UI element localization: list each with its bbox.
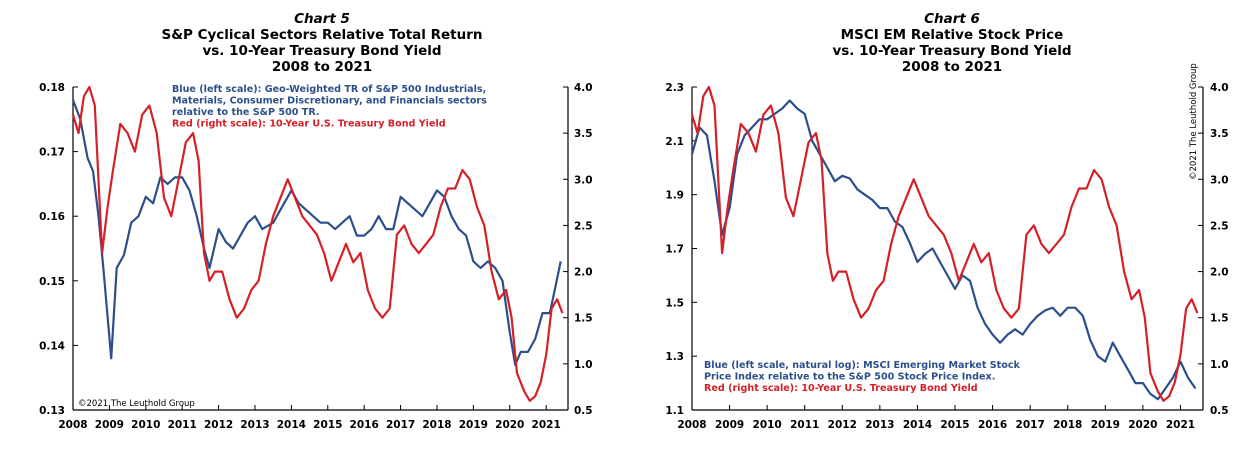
left-tick-label: 0.14	[39, 340, 65, 352]
right-tick-label: 3.5	[574, 128, 593, 140]
x-tick-label: 2013	[865, 419, 894, 431]
x-tick-label: 2009	[95, 419, 124, 431]
chart-title-line: Chart 5	[294, 11, 350, 27]
x-tick-label: 2008	[58, 419, 87, 431]
x-tick-label: 2011	[168, 419, 197, 431]
chart-title-line: S&P Cyclical Sectors Relative Total Retu…	[162, 27, 483, 43]
x-tick-label: 2012	[828, 419, 857, 431]
chart-6-panel: Chart 6 MSCI EM Relative Stock Price vs. 1…	[630, 0, 1260, 461]
x-tick-label: 2011	[790, 419, 819, 431]
legend-annotation-line: Price Index relative to the S&P 500 Stoc…	[704, 372, 995, 383]
x-tick-label: 2010	[131, 419, 160, 431]
right-tick-label: 1.5	[1210, 313, 1229, 325]
right-tick-label: 2.0	[1210, 267, 1229, 279]
left-tick-label: 0.13	[39, 405, 65, 417]
chart-title-line: vs. 10-Year Treasury Bond Yield	[202, 43, 441, 59]
legend-annotation-line: Materials, Consumer Discretionary, and F…	[172, 96, 487, 107]
left-tick-label: 1.3	[665, 351, 684, 363]
x-tick-label: 2019	[459, 419, 488, 431]
red-series-line	[690, 85, 1199, 402]
x-tick-label: 2015	[313, 419, 342, 431]
right-tick-label: 3.0	[1210, 174, 1229, 186]
copyright-label: ©2021 The Leuthold Group	[1189, 63, 1199, 180]
x-tick-label: 2009	[715, 419, 744, 431]
right-tick-label: 4.0	[1210, 82, 1229, 94]
x-tick-label: 2012	[204, 419, 233, 431]
legend-annotation-line: Blue (left scale, natural log): MSCI Eme…	[704, 360, 1021, 371]
x-tick-label: 2008	[677, 419, 706, 431]
left-tick-label: 1.1	[665, 405, 684, 417]
right-tick-label: 1.5	[574, 313, 593, 325]
chart-title-line: 2008 to 2021	[902, 59, 1002, 75]
right-tick-label: 2.0	[574, 267, 593, 279]
x-tick-label: 2016	[350, 419, 379, 431]
blue-series-line	[71, 99, 562, 366]
right-tick-label: 0.5	[1210, 405, 1229, 417]
chart-5-panel: Chart 5 S&P Cyclical Sectors Relative Tot…	[39, 11, 593, 431]
right-tick-label: 3.5	[1210, 128, 1229, 140]
blue-series-line	[690, 99, 1197, 401]
left-tick-label: 2.3	[665, 82, 684, 94]
x-tick-label: 2014	[903, 419, 932, 431]
x-tick-label: 2014	[277, 419, 306, 431]
x-tick-label: 2010	[753, 419, 782, 431]
right-tick-label: 2.5	[1210, 220, 1229, 232]
x-tick-label: 2019	[1091, 419, 1120, 431]
x-tick-label: 2017	[386, 419, 415, 431]
x-tick-label: 2013	[240, 419, 269, 431]
chart-title-line: vs. 10-Year Treasury Bond Yield	[832, 43, 1071, 59]
left-tick-label: 0.15	[39, 276, 65, 288]
x-tick-label: 2020	[495, 419, 524, 431]
x-tick-label: 2020	[1128, 419, 1157, 431]
left-tick-label: 0.18	[39, 82, 65, 94]
left-tick-label: 1.7	[665, 244, 684, 256]
right-tick-label: 0.5	[574, 405, 593, 417]
x-tick-label: 2016	[978, 419, 1007, 431]
legend-annotation-line: Red (right scale): 10-Year U.S. Treasury…	[172, 119, 446, 130]
x-tick-label: 2021	[1166, 419, 1195, 431]
x-tick-label: 2021	[532, 419, 561, 431]
right-tick-label: 1.0	[1210, 359, 1229, 371]
x-tick-label: 2017	[1016, 419, 1045, 431]
right-tick-label: 3.0	[574, 174, 593, 186]
chart-title-line: Chart 6	[924, 11, 980, 27]
legend-annotation-line: Red (right scale): 10-Year U.S. Treasury…	[704, 383, 978, 394]
left-tick-label: 1.5	[665, 297, 684, 309]
chart-title-line: 2008 to 2021	[272, 59, 372, 75]
chart-5-svg: Chart 5S&P Cyclical Sectors Relative Tot…	[39, 11, 593, 431]
left-tick-label: 0.16	[39, 211, 65, 223]
left-tick-label: 1.9	[665, 190, 684, 202]
left-tick-label: 2.1	[665, 136, 684, 148]
x-tick-label: 2018	[1053, 419, 1082, 431]
chart-title-line: MSCI EM Relative Stock Price	[841, 27, 1064, 43]
red-series-line	[71, 85, 564, 402]
copyright-label: ©2021 The Leuthold Group	[78, 399, 195, 409]
x-tick-label: 2018	[422, 419, 451, 431]
x-tick-label: 2015	[940, 419, 969, 431]
legend-annotation-line: Blue (left scale): Geo-Weighted TR of S&…	[172, 84, 486, 95]
right-tick-label: 4.0	[574, 82, 593, 94]
legend-annotation-line: relative to the S&P 500 TR.	[172, 107, 320, 118]
left-tick-label: 0.17	[39, 147, 65, 159]
right-tick-label: 2.5	[574, 220, 593, 232]
right-tick-label: 1.0	[574, 359, 593, 371]
